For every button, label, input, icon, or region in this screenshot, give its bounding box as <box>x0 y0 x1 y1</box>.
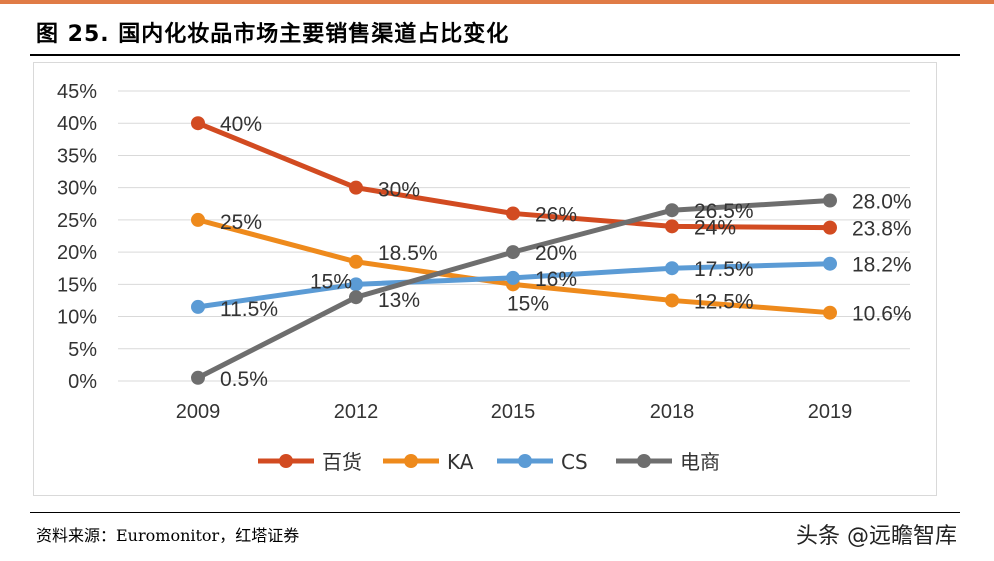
legend-marker <box>637 454 651 468</box>
data-point <box>823 305 837 320</box>
data-label: 40% <box>220 113 262 136</box>
data-label: 10.6% <box>852 303 912 326</box>
y-tick-label: 30% <box>57 178 97 200</box>
data-point <box>349 180 363 195</box>
data-point <box>349 277 363 292</box>
legend-label: KA <box>447 450 474 474</box>
data-label: 15% <box>507 292 549 315</box>
y-tick-label: 10% <box>57 307 97 329</box>
data-label: 18.5% <box>378 242 438 265</box>
data-label: 23.8% <box>852 218 912 241</box>
data-label: 30% <box>378 179 420 202</box>
data-label: 12.5% <box>694 290 754 313</box>
y-tick-label: 45% <box>57 81 97 103</box>
data-point <box>191 212 205 227</box>
footer-rule <box>30 512 960 513</box>
title-underline <box>30 54 960 56</box>
data-label: 26% <box>535 203 577 226</box>
data-label: 17.5% <box>694 258 754 281</box>
data-point <box>823 220 837 235</box>
data-label: 24% <box>694 216 736 239</box>
data-point <box>823 193 837 208</box>
data-label: 16% <box>535 268 577 291</box>
source-note: 资料来源：Euromonitor，红塔证券 <box>36 526 300 545</box>
data-label: 13% <box>378 289 420 312</box>
legend-label: 电商 <box>680 450 720 474</box>
legend-marker <box>518 454 532 468</box>
y-tick-label: 15% <box>57 274 97 296</box>
data-point <box>506 245 520 260</box>
x-tick-label: 2019 <box>808 401 853 423</box>
data-label: 28.0% <box>852 191 912 214</box>
x-tick-label: 2018 <box>650 401 695 423</box>
data-label: 20% <box>535 242 577 265</box>
x-tick-label: 2012 <box>334 401 379 423</box>
legend-marker <box>404 454 418 468</box>
data-point <box>506 270 520 285</box>
figure-title: 图 25. 国内化妆品市场主要销售渠道占比变化 <box>36 22 510 47</box>
y-tick-label: 20% <box>57 242 97 264</box>
y-tick-label: 35% <box>57 145 97 167</box>
y-tick-label: 0% <box>68 371 97 393</box>
data-point <box>665 203 679 218</box>
chart-frame <box>33 62 937 496</box>
y-tick-label: 25% <box>57 210 97 232</box>
data-label: 18.2% <box>852 254 912 277</box>
x-tick-label: 2009 <box>176 401 221 423</box>
data-point <box>665 219 679 234</box>
legend-label: 百货 <box>322 450 362 474</box>
data-point <box>191 116 205 131</box>
watermark: 头条 @远瞻智库 <box>796 524 957 549</box>
data-point <box>191 299 205 314</box>
data-label: 25% <box>220 211 262 234</box>
data-point <box>191 370 205 385</box>
data-label: 11.5% <box>220 298 278 321</box>
data-label: 15% <box>310 270 352 293</box>
data-point <box>349 290 363 305</box>
figure-title-row: 图 25. 国内化妆品市场主要销售渠道占比变化 <box>30 14 960 50</box>
y-tick-label: 5% <box>68 339 97 361</box>
data-point <box>665 261 679 276</box>
data-point <box>506 206 520 221</box>
legend-label: CS <box>561 450 588 474</box>
legend-marker <box>279 454 293 468</box>
data-label: 0.5% <box>220 368 268 391</box>
data-label: 26.5% <box>694 200 754 223</box>
data-point <box>349 254 363 269</box>
y-tick-label: 40% <box>57 113 97 135</box>
x-tick-label: 2015 <box>491 401 536 423</box>
top-accent-rule <box>0 0 994 4</box>
data-point <box>823 256 837 271</box>
data-point <box>665 293 679 308</box>
